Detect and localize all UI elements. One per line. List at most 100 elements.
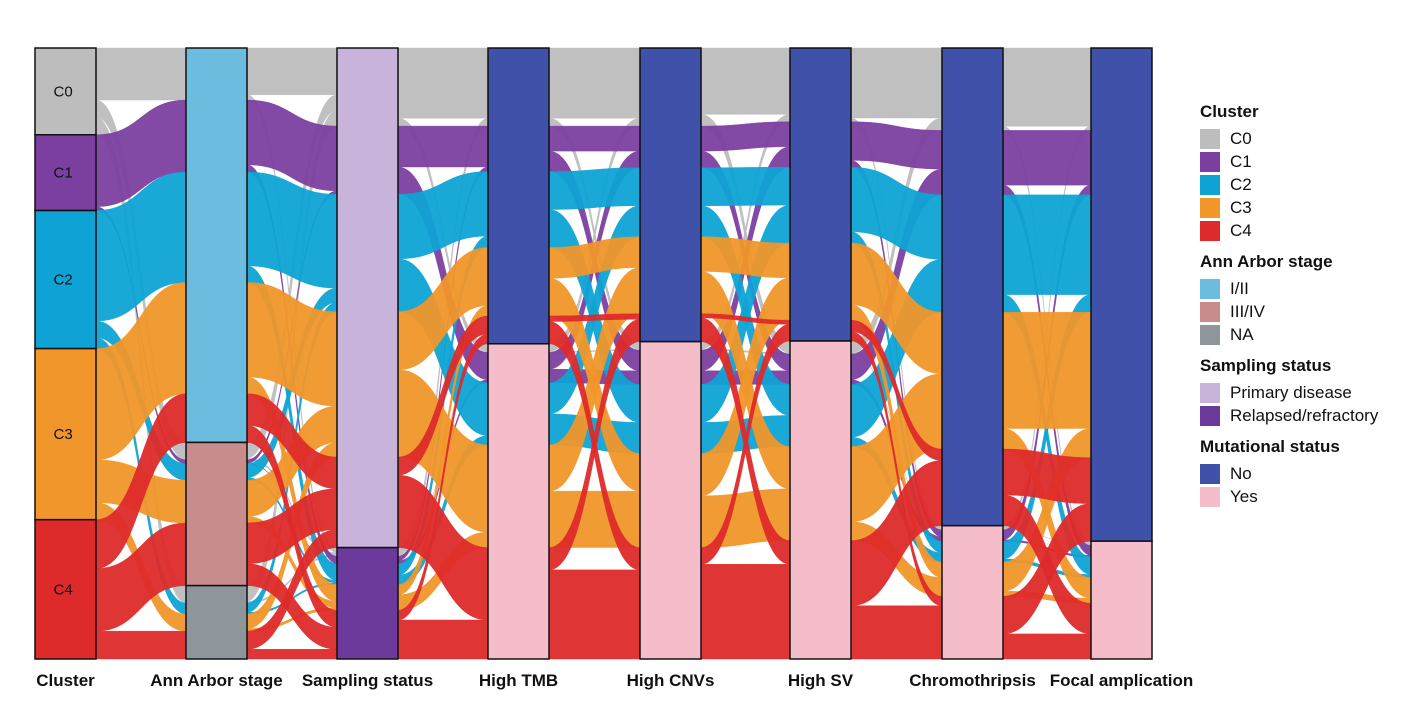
flow-c3-high-tmb-to-high-cnvs <box>548 490 641 548</box>
legend-swatch <box>1200 278 1220 299</box>
axis-label-focal-amplication: Focal amplication <box>1050 671 1194 690</box>
flow-c0-cluster-to-ann-arbor-stage <box>95 47 187 101</box>
legend-swatch <box>1200 220 1220 241</box>
legend-group-ann-arbor-stage: Ann Arbor stage I/II III/IV NA <box>1200 252 1404 346</box>
legend-swatch <box>1200 463 1220 484</box>
node-layer: C0 C1 C2 C3 C4 <box>34 47 1153 660</box>
flow-c0-sampling-status-to-high-tmb <box>397 47 489 119</box>
legend-label: No <box>1230 463 1252 483</box>
legend-item-c2: C2 <box>1200 173 1404 196</box>
cluster-node-label: C3 <box>54 426 73 443</box>
flow-c0-high-tmb-to-high-cnvs <box>548 47 641 119</box>
legend-item-na: NA <box>1200 323 1404 346</box>
node-ann-arbor-stage-na <box>185 584 248 660</box>
legend-title: Mutational status <box>1200 437 1340 456</box>
legend-swatch <box>1200 405 1220 426</box>
legend-swatch <box>1200 197 1220 218</box>
flow-c1-sampling-status-to-high-tmb <box>397 125 489 168</box>
axis-label-high-sv: High SV <box>788 671 854 690</box>
legend-label: III/IV <box>1230 301 1265 321</box>
axis-label-sampling-status: Sampling status <box>302 671 433 690</box>
flow-c4-sampling-status-to-high-tmb <box>397 619 489 660</box>
node-focal-amplication-yes <box>1090 540 1153 660</box>
node-high-tmb-no <box>487 47 550 345</box>
legend-item-c1: C1 <box>1200 150 1404 173</box>
legend-swatch <box>1200 128 1220 149</box>
node-sampling-status-primary-disease <box>336 47 399 549</box>
legend-title: Cluster <box>1200 102 1259 121</box>
node-high-cnvs-yes <box>639 340 702 660</box>
legend-swatch <box>1200 486 1220 507</box>
legend-item-iii-iv: III/IV <box>1200 300 1404 323</box>
legend-item-yes: Yes <box>1200 485 1404 508</box>
legend-label: NA <box>1230 324 1254 344</box>
flow-c1-high-cnvs-to-high-sv <box>700 121 791 152</box>
flow-layer <box>95 47 1092 660</box>
label-layer: Cluster Ann Arbor stage Sampling status Hig… <box>36 671 1193 690</box>
flow-c3-chromothripsis-to-focal-amplication <box>1002 311 1092 429</box>
node-high-sv-yes <box>789 340 852 660</box>
axis-label-high-tmb: High TMB <box>479 671 558 690</box>
flow-c3-high-cnvs-to-high-sv <box>700 236 791 278</box>
legend-group-sampling-status: Sampling status Primary disease Relapsed/r… <box>1200 356 1404 427</box>
node-sampling-status-relapsed-refractory <box>336 546 399 660</box>
legend-item-i-ii: I/II <box>1200 277 1404 300</box>
flow-c0-high-cnvs-to-high-sv <box>700 47 791 115</box>
legend-group-mutational-status: Mutational status No Yes <box>1200 437 1404 508</box>
node-ann-arbor-stage-i-ii <box>185 47 248 444</box>
node-ann-arbor-stage-iii-iv <box>185 441 248 587</box>
flow-c4-high-tmb-to-high-cnvs <box>548 569 641 660</box>
legend-item-c4: C4 <box>1200 219 1404 242</box>
flow-c1-chromothripsis-to-focal-amplication <box>1002 130 1092 186</box>
legend-label: I/II <box>1230 278 1249 298</box>
legend-item-c3: C3 <box>1200 196 1404 219</box>
legend-title: Sampling status <box>1200 356 1332 375</box>
flow-c0-high-sv-to-chromothripsis <box>850 47 943 119</box>
axis-label-high-cnvs: High CNVs <box>627 671 715 690</box>
legend-item-no: No <box>1200 462 1404 485</box>
node-focal-amplication-no <box>1090 47 1153 542</box>
node-high-cnvs-no <box>639 47 702 343</box>
legend-label: C2 <box>1230 174 1252 194</box>
node-cluster-c0 <box>34 47 97 136</box>
legend-group-cluster: Cluster C0 C1 C2 C3 C4 <box>1200 102 1404 242</box>
legend-label: Yes <box>1230 486 1258 506</box>
flow-c4-cluster-to-ann-arbor-stage <box>95 630 187 660</box>
node-cluster-c3 <box>34 347 97 521</box>
legend-swatch <box>1200 301 1220 322</box>
axis-label-ann-arbor-stage: Ann Arbor stage <box>150 671 283 690</box>
legend-label: C1 <box>1230 151 1252 171</box>
flow-c2-chromothripsis-to-focal-amplication <box>1002 194 1092 295</box>
flow-c4-high-cnvs-to-high-sv <box>700 564 791 660</box>
legend-label: C3 <box>1230 197 1252 217</box>
node-high-sv-no <box>789 47 852 342</box>
cluster-node-label: C4 <box>54 581 73 598</box>
node-chromothripsis-no <box>941 47 1004 527</box>
node-chromothripsis-yes <box>941 524 1004 660</box>
legend-swatch <box>1200 324 1220 345</box>
flow-c4-ann-arbor-stage-to-sampling-status <box>246 649 338 660</box>
flow-c4-high-sv-to-chromothripsis <box>850 605 943 660</box>
legend-item-primary-disease: Primary disease <box>1200 381 1404 404</box>
flow-c4-chromothripsis-to-focal-amplication <box>1002 448 1092 504</box>
flow-c2-high-tmb-to-high-cnvs <box>548 167 641 210</box>
node-cluster-c4 <box>34 518 97 660</box>
legend-swatch <box>1200 174 1220 195</box>
node-high-tmb-yes <box>487 343 550 660</box>
flow-c0-chromothripsis-to-focal-amplication <box>1002 47 1092 127</box>
legend-title: Ann Arbor stage <box>1200 252 1333 271</box>
flow-c2-high-cnvs-to-high-sv <box>700 167 791 206</box>
legend-label: Primary disease <box>1230 382 1352 402</box>
flow-c1-high-tmb-to-high-cnvs <box>548 125 641 152</box>
flow-c0-ann-arbor-stage-to-sampling-status <box>246 47 338 96</box>
legend-item-c0: C0 <box>1200 127 1404 150</box>
node-cluster-c2 <box>34 209 97 350</box>
legend-label: C0 <box>1230 128 1252 148</box>
legend-label: C4 <box>1230 220 1252 240</box>
legend: Cluster C0 C1 C2 C3 C4 Ann Arbor stage I/II III/… <box>1200 102 1404 518</box>
cluster-node-label: C2 <box>54 272 73 289</box>
axis-label-cluster: Cluster <box>36 671 95 690</box>
cluster-node-label: C1 <box>54 165 73 182</box>
legend-label: Relapsed/refractory <box>1230 405 1379 425</box>
